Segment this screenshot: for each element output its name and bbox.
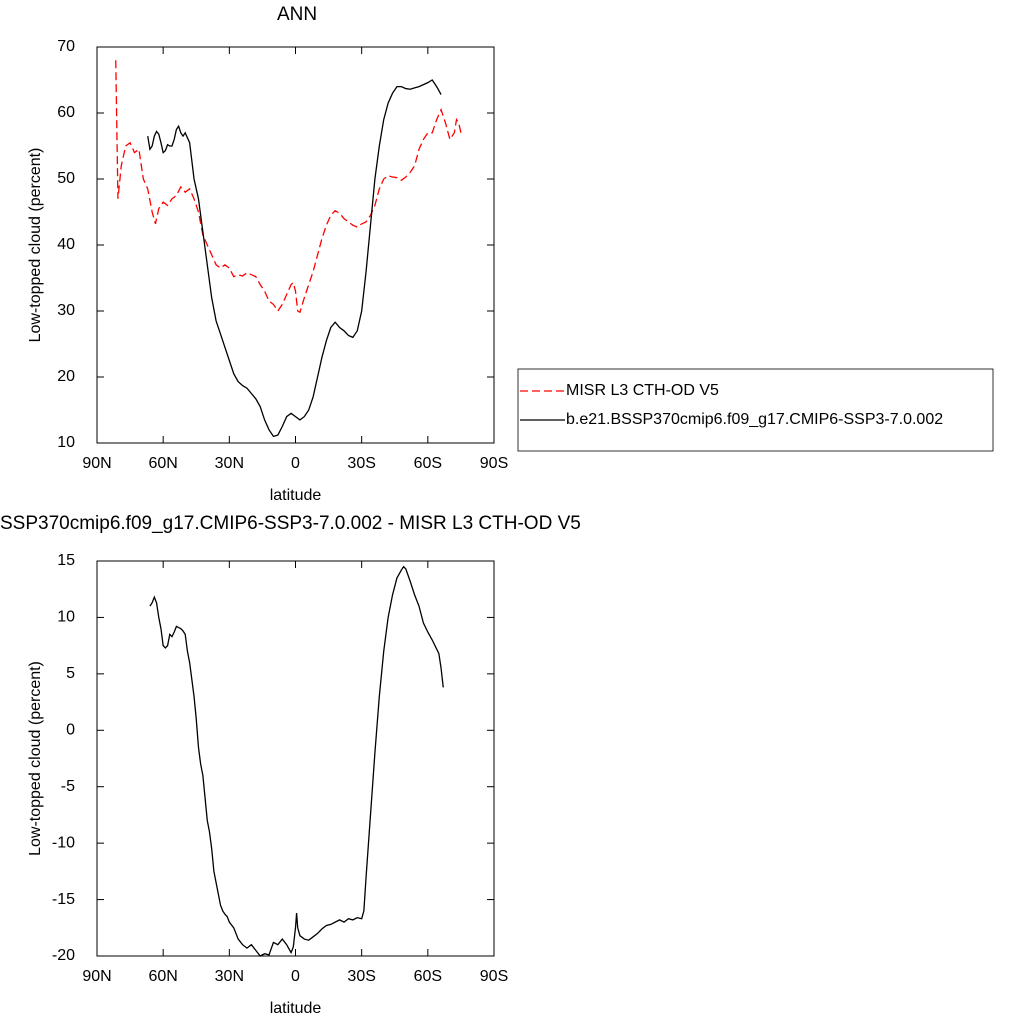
y-tick-label: -5 — [61, 778, 75, 795]
y-tick-label: -15 — [52, 891, 75, 908]
x-tick-label: 90N — [82, 968, 111, 985]
x-tick-label: 90S — [480, 455, 508, 472]
y-tick-label: 30 — [57, 302, 75, 319]
legend-label: b.e21.BSSP370cmip6.f09_g17.CMIP6-SSP3-7.… — [566, 411, 943, 428]
y-tick-label: 60 — [57, 104, 75, 121]
x-tick-label: 90N — [82, 455, 111, 472]
y-tick-label: 40 — [57, 236, 75, 253]
data-line — [147, 79, 442, 438]
y-tick-label: 15 — [57, 552, 75, 569]
y-tick-label: 10 — [57, 434, 75, 451]
chart-title: SSP370cmip6.f09_g17.CMIP6-SSP3-7.0.002 -… — [0, 513, 581, 534]
data-line — [115, 60, 462, 314]
x-axis-label: latitude — [270, 487, 322, 504]
legend-box — [517, 368, 994, 452]
chart-title: ANN — [277, 4, 317, 25]
y-tick-label: 20 — [57, 368, 75, 385]
data-line — [149, 565, 444, 957]
x-tick-label: 60S — [414, 455, 442, 472]
legend-label: MISR L3 CTH-OD V5 — [566, 382, 719, 399]
x-tick-label: 0 — [291, 455, 300, 472]
y-tick-label: 10 — [57, 609, 75, 626]
x-tick-label: 60S — [414, 968, 442, 985]
y-tick-label: 50 — [57, 170, 75, 187]
plot-frame — [96, 46, 495, 444]
x-tick-label: 60N — [148, 455, 177, 472]
y-axis-label: Low-topped cloud (percent) — [27, 148, 44, 343]
y-tick-label: -20 — [52, 947, 75, 964]
y-axis-label: Low-topped cloud (percent) — [27, 661, 44, 856]
x-tick-label: 30N — [215, 455, 244, 472]
x-tick-label: 60N — [148, 968, 177, 985]
y-tick-label: -10 — [52, 834, 75, 851]
x-tick-label: 30N — [215, 968, 244, 985]
y-tick-label: 5 — [66, 665, 75, 682]
x-tick-label: 30S — [347, 968, 375, 985]
x-tick-label: 90S — [480, 968, 508, 985]
x-tick-label: 30S — [347, 455, 375, 472]
y-tick-label: 0 — [66, 722, 75, 739]
x-axis-label: latitude — [270, 1000, 322, 1017]
y-tick-label: 70 — [57, 38, 75, 55]
plot-frame — [96, 560, 495, 957]
x-tick-label: 0 — [291, 968, 300, 985]
